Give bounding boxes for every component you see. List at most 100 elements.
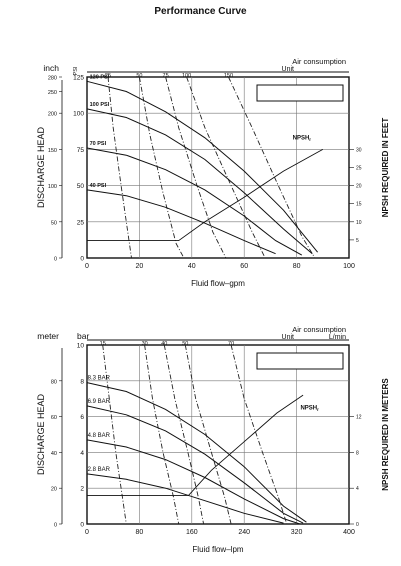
chart-panel-1: 0 20 40 60 80 100 0 25 50 75 100 125 0 50 100 150 200 250… bbox=[36, 57, 390, 288]
x-axis-title: Fluid flow–lpm bbox=[192, 545, 243, 554]
right-tick-label: 10 bbox=[356, 220, 362, 226]
y-axis-title: DISCHARGE HEAD bbox=[36, 393, 46, 475]
y-axis-title: DISCHARGE HEAD bbox=[36, 126, 46, 208]
chart-panel-2: 0 80 160 240 320 400024681002040608004812mete… bbox=[36, 325, 390, 554]
pressure-curve bbox=[86, 147, 303, 256]
air-line-label: 40 bbox=[161, 341, 167, 347]
right-tick-label: 25 bbox=[356, 166, 362, 172]
series-label: 70 PSI bbox=[90, 141, 107, 147]
npsh-label: NPSHr bbox=[300, 405, 319, 412]
unit-box bbox=[256, 84, 344, 102]
pressure-curve bbox=[86, 382, 307, 523]
air-consumption-title: Air consumption bbox=[292, 57, 346, 66]
y-tick-label-outer: 40 bbox=[51, 451, 57, 457]
y-tick-label-inner: 4 bbox=[80, 450, 84, 457]
air-line-label: 100 bbox=[182, 73, 191, 79]
series-label: 6.9 BAR bbox=[88, 399, 111, 405]
y-tick-label-inner: 25 bbox=[77, 219, 85, 226]
pressure-curve bbox=[86, 80, 318, 253]
air-unit-label: Unit bbox=[282, 334, 295, 341]
air-consumption-line bbox=[163, 344, 205, 525]
npsh-subscript: r bbox=[309, 137, 311, 142]
x-tick-label: 40 bbox=[188, 263, 196, 270]
pressure-curve bbox=[86, 108, 313, 255]
air-consumption-line bbox=[138, 76, 185, 259]
air-consumption-line bbox=[107, 76, 132, 259]
y-tick-label-outer: 200 bbox=[48, 112, 57, 118]
air-line-label: 70 bbox=[228, 341, 234, 347]
y-tick-label-outer: 100 bbox=[48, 184, 57, 190]
x-tick-label: 20 bbox=[136, 263, 144, 270]
y-tick-label-outer: 0 bbox=[54, 257, 57, 263]
pressure-curve bbox=[86, 405, 304, 524]
right-tick-label: 5 bbox=[356, 238, 359, 244]
air-consumption-line bbox=[230, 344, 288, 525]
y-tick-label-inner: 10 bbox=[77, 343, 85, 350]
air-line-label: 50 bbox=[182, 341, 188, 347]
right-tick-label: 20 bbox=[356, 184, 362, 190]
x-tick-label: 60 bbox=[240, 263, 248, 270]
x-tick-label: 240 bbox=[238, 529, 250, 536]
pressure-curve bbox=[86, 189, 276, 255]
air-unit-label: Unit bbox=[282, 66, 295, 73]
air-consumption-line bbox=[228, 76, 316, 259]
y-tick-label-outer: 60 bbox=[51, 415, 57, 421]
y-tick-label-outer: 50 bbox=[51, 220, 57, 226]
y-unit-secondary: PSI bbox=[73, 66, 79, 75]
unit-box bbox=[256, 352, 344, 370]
y-tick-label-outer: 250 bbox=[48, 90, 57, 96]
right-tick-label: 8 bbox=[356, 450, 359, 456]
x-tick-label: 160 bbox=[186, 529, 198, 536]
y-tick-label-inner: 0 bbox=[80, 256, 84, 263]
y-tick-label-inner: 125 bbox=[73, 75, 84, 82]
air-consumption-line bbox=[144, 344, 180, 525]
x-tick-label: 80 bbox=[136, 529, 144, 536]
y-tick-label-outer: 0 bbox=[54, 523, 57, 529]
air-consumption-line bbox=[165, 76, 227, 259]
series-label: 120 PSI bbox=[90, 74, 110, 80]
x-tick-label: 0 bbox=[85, 263, 89, 270]
air-line-label: 150 bbox=[224, 73, 233, 79]
pressure-curve bbox=[86, 473, 284, 524]
y-tick-label-inner: 2 bbox=[80, 486, 84, 493]
series-label: 8.3 BAR bbox=[88, 376, 111, 382]
right-axis-title: NPSH REQUIRED IN FEET bbox=[381, 118, 390, 218]
plot-frame bbox=[86, 76, 350, 259]
x-tick-label: 400 bbox=[343, 529, 355, 536]
y-unit-secondary: bar bbox=[77, 331, 89, 341]
air-consumption-line bbox=[102, 344, 127, 525]
right-axis-title: NPSH REQUIRED IN METERS bbox=[381, 378, 390, 491]
y-tick-label-inner: 75 bbox=[77, 147, 85, 154]
npsh-curve bbox=[87, 394, 304, 496]
x-tick-label: 320 bbox=[291, 529, 303, 536]
right-tick-label: 0 bbox=[356, 522, 359, 528]
right-tick-label: 4 bbox=[356, 486, 359, 492]
y-tick-label-outer: 20 bbox=[51, 487, 57, 493]
y-tick-label-inner: 6 bbox=[80, 414, 84, 421]
air-consumption-line bbox=[184, 344, 232, 525]
air-line-label: 50 bbox=[136, 73, 142, 79]
npsh-label: NPSHr bbox=[293, 135, 312, 142]
x-tick-label: 80 bbox=[293, 263, 301, 270]
y-tick-label-inner: 50 bbox=[77, 183, 85, 190]
air-consumption-line bbox=[186, 76, 266, 259]
chart-title: Performance Curve bbox=[154, 6, 247, 17]
air-line-label: 75 bbox=[163, 73, 169, 79]
series-label: 40 PSI bbox=[90, 183, 107, 189]
y-unit-left: meter bbox=[37, 331, 59, 341]
y-tick-label-outer: 80 bbox=[51, 379, 57, 385]
air-consumption-title: Air consumption bbox=[292, 325, 346, 334]
y-tick-label-outer: 150 bbox=[48, 148, 57, 154]
y-tick-label-outer: 280 bbox=[48, 76, 57, 82]
air-line-label: 15 bbox=[100, 341, 106, 347]
air-line-label: 25 bbox=[105, 73, 111, 79]
series-label: 4.8 BAR bbox=[88, 433, 111, 439]
y-tick-label-inner: 8 bbox=[80, 378, 84, 385]
series-label: 2.8 BAR bbox=[88, 467, 111, 473]
x-tick-label: 0 bbox=[85, 529, 89, 536]
x-axis-title: Fluid flow–gpm bbox=[191, 279, 245, 288]
right-tick-label: 12 bbox=[356, 415, 362, 421]
plot-frame bbox=[86, 344, 350, 525]
y-tick-label-inner: 100 bbox=[73, 111, 84, 118]
